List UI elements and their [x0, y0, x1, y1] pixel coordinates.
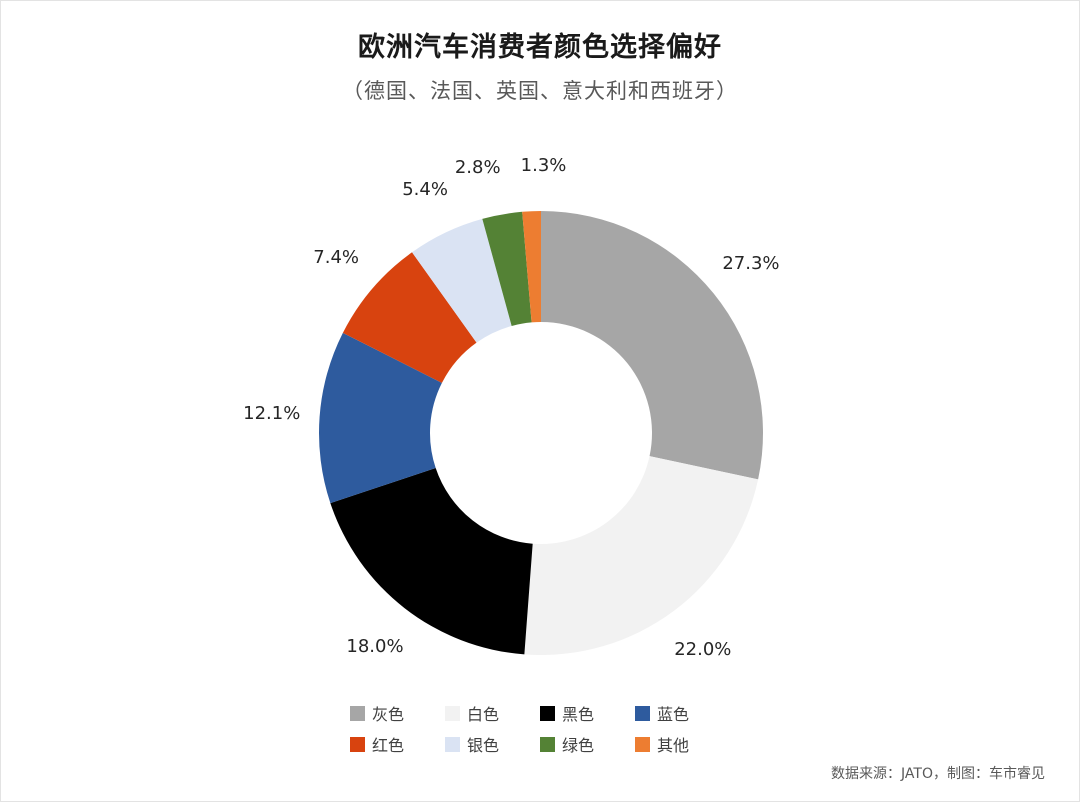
legend-swatch	[445, 705, 460, 721]
legend-item: 蓝色	[635, 701, 730, 725]
donut-slice	[318, 332, 442, 504]
legend-label: 红色	[372, 736, 405, 755]
slice-value-label: 7.4%	[313, 247, 359, 268]
legend-label: 其他	[657, 736, 690, 755]
source-note: 数据来源：JATO，制图：车市睿见	[831, 766, 1045, 782]
legend-item: 灰色	[350, 701, 445, 725]
legend-label: 黑色	[562, 705, 595, 724]
chart-legend: 灰色 白色 黑色 蓝色红色 银色 绿色 其他	[1, 701, 1079, 756]
legend-label: 蓝色	[657, 705, 690, 724]
legend-row: 灰色 白色 黑色 蓝色	[350, 701, 730, 725]
donut-slice	[541, 211, 763, 480]
slice-value-label: 5.4%	[402, 179, 448, 200]
legend-label: 绿色	[562, 736, 595, 755]
slice-value-label: 22.0%	[674, 639, 731, 660]
legend-item: 红色	[350, 732, 445, 756]
legend-swatch	[635, 705, 650, 721]
donut-slice	[482, 211, 532, 326]
donut-slice	[412, 218, 512, 343]
chart-title: 欧洲汽车消费者颜色选择偏好	[358, 32, 722, 63]
slice-value-label: 12.1%	[243, 403, 300, 424]
slice-value-label: 1.3%	[521, 155, 567, 176]
legend-swatch	[445, 736, 460, 752]
donut-slice	[342, 252, 477, 383]
legend-label: 灰色	[372, 705, 405, 724]
slice-value-label: 18.0%	[346, 636, 403, 657]
legend-swatch	[540, 705, 555, 721]
legend-label: 白色	[467, 705, 500, 724]
legend-item: 其他	[635, 732, 730, 756]
legend-item: 银色	[445, 732, 540, 756]
legend-swatch	[350, 736, 365, 752]
legend-item: 白色	[445, 701, 540, 725]
legend-swatch	[635, 736, 650, 752]
donut-slice	[522, 211, 541, 323]
donut-slice	[330, 468, 533, 655]
donut-slice	[524, 456, 759, 656]
legend-swatch	[540, 736, 555, 752]
legend-swatch	[350, 705, 365, 721]
chart-subtitle: （德国、法国、英国、意大利和西班牙）	[342, 79, 738, 103]
legend-item: 黑色	[540, 701, 635, 725]
legend-item: 绿色	[540, 732, 635, 756]
legend-label: 银色	[467, 736, 500, 755]
slice-value-label: 2.8%	[455, 157, 501, 178]
slice-value-label: 27.3%	[722, 253, 779, 274]
legend-row: 红色 银色 绿色 其他	[350, 732, 730, 756]
